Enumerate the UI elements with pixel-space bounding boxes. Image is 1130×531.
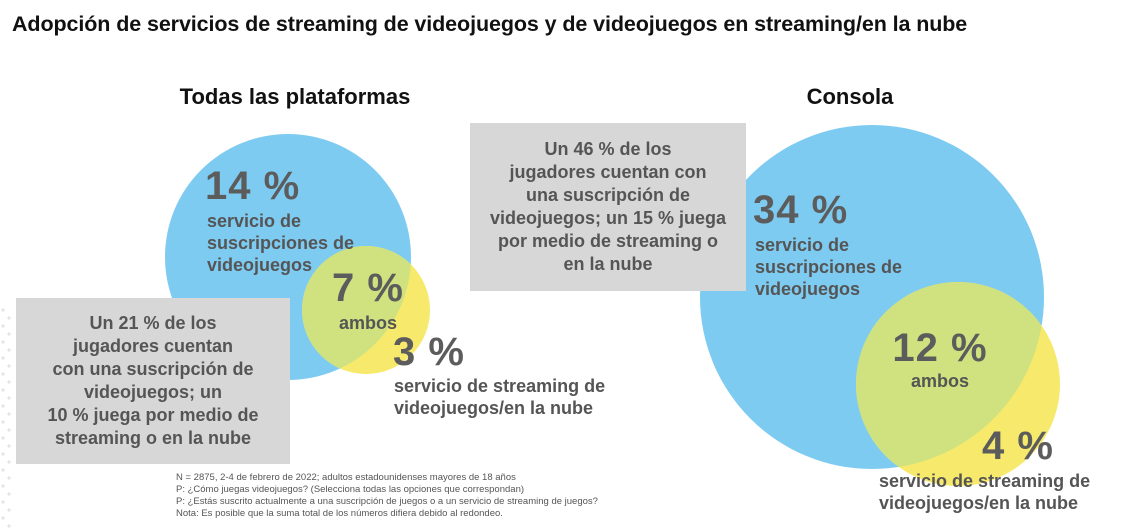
chart-title: Adopción de servicios de streaming de vi… [12, 12, 968, 36]
left-summary-callout: Un 21 % de los jugadores cuentan con una… [16, 298, 290, 464]
left-panel-title: Todas las plataformas [179, 84, 411, 109]
footnote-question-2: P: ¿Estás suscrito actualmente a una sus… [176, 496, 598, 507]
right-summary-callout: Un 46 % de los jugadores cuentan con una… [470, 123, 746, 291]
footnotes: N = 2875, 2-4 de febrero de 2022; adulto… [176, 472, 598, 520]
footnote-note: Nota: Es posible que la suma total de lo… [176, 508, 503, 519]
right-both-label: ambos [910, 371, 970, 391]
right-panel-title: Consola [806, 84, 894, 109]
right-streaming-label: servicio de streaming de videojuegos/en … [879, 471, 1091, 513]
right-subscription-label: servicio de suscripciones de videojuegos [755, 235, 903, 299]
footnote-sample: N = 2875, 2-4 de febrero de 2022; adulto… [176, 472, 516, 483]
left-streaming-label: servicio de streaming de videojuegos/en … [394, 376, 606, 418]
decorative-dots [1, 308, 11, 528]
left-subscription-label: servicio de suscripciones de videojuegos [207, 211, 355, 275]
left-streaming-value: 3 % [393, 330, 465, 374]
left-both-label: ambos [338, 313, 398, 333]
right-subscription-value: 34 % [753, 188, 849, 232]
right-both-value: 12 % [892, 326, 988, 370]
footnote-question-1: P: ¿Cómo juegas videojuegos? (Selecciona… [176, 484, 525, 495]
left-both-value: 7 % [332, 266, 404, 310]
left-subscription-value: 14 % [205, 164, 301, 208]
right-streaming-value: 4 % [982, 424, 1054, 468]
